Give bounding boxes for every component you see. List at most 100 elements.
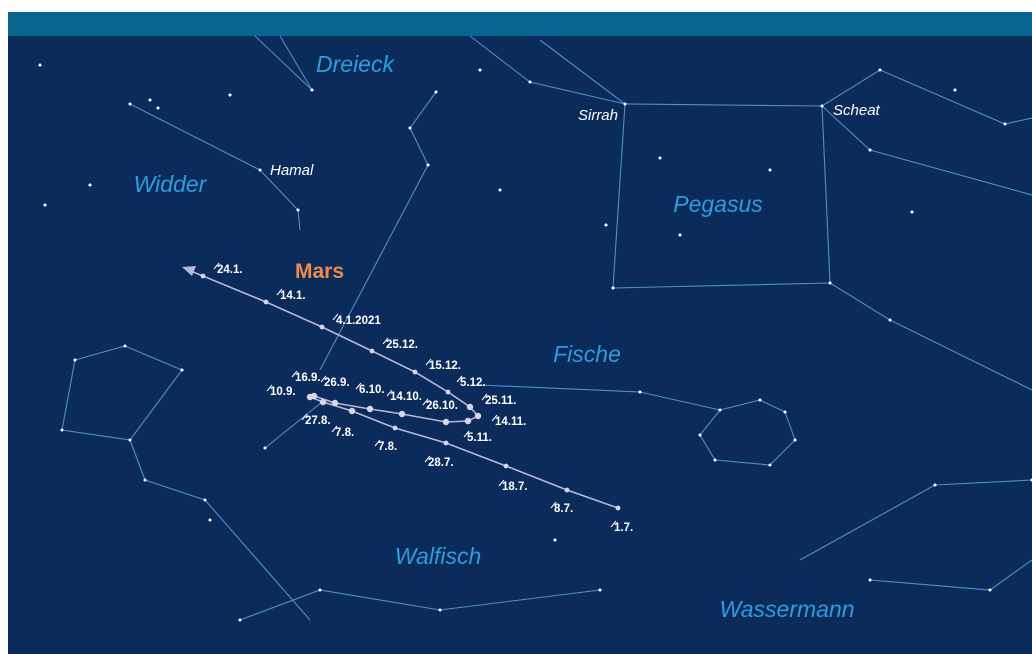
- star-dot: [438, 608, 442, 612]
- mars-position: [443, 440, 449, 446]
- planet-label: Mars: [295, 260, 344, 283]
- star-dot: [43, 203, 47, 207]
- star-dot: [718, 408, 722, 412]
- mars-track: 1.7. 8.7. 18.7. 28.7. 7.8. 7.8. 27.8. 10.9. 16.9…: [182, 262, 633, 534]
- label-tick: [320, 375, 327, 383]
- star-dot: [143, 478, 147, 482]
- label-tick: [213, 262, 220, 270]
- mars-position: [445, 389, 451, 395]
- label-tick: [301, 413, 308, 421]
- star-dot: [408, 126, 412, 130]
- constellation-label: Pegasus: [673, 191, 763, 217]
- star-dot: [868, 578, 872, 582]
- constellation-label: Wassermann: [719, 596, 854, 622]
- star-dot: [623, 102, 627, 106]
- star-dot: [498, 188, 502, 192]
- label-tick: [610, 520, 617, 528]
- constellation-label: Dreieck: [316, 51, 395, 77]
- star-dot: [38, 63, 42, 67]
- label-tick: [491, 414, 498, 422]
- star-dot: [820, 104, 824, 108]
- date-label: 14.11.: [495, 416, 526, 428]
- star-dot: [638, 390, 642, 394]
- star-dot: [768, 463, 772, 467]
- mars-position: [200, 273, 206, 279]
- star-dot: [296, 208, 300, 212]
- date-label: 28.7.: [428, 457, 454, 469]
- star-dots: [38, 63, 1032, 622]
- mars-position: [310, 392, 318, 400]
- mars-position: [392, 425, 398, 431]
- star-dot: [611, 286, 615, 290]
- date-label: 5.12.: [460, 377, 486, 389]
- star-dot: [128, 438, 132, 442]
- label-tick: [291, 370, 298, 378]
- mars-position: [319, 324, 325, 330]
- label-tick: [331, 425, 338, 433]
- star-dot: [148, 98, 152, 102]
- mars-position: [442, 418, 450, 426]
- sky: [8, 12, 1032, 654]
- star-dot: [783, 410, 787, 414]
- date-label: 7.8.: [335, 427, 354, 439]
- date-label: 7.8.: [378, 441, 397, 453]
- star-dot: [478, 68, 482, 72]
- date-label: 27.8.: [305, 415, 331, 427]
- star-dot: [180, 368, 184, 372]
- star-dot: [604, 223, 608, 227]
- date-label: 15.12.: [429, 360, 461, 372]
- date-label: 25.11.: [485, 395, 516, 407]
- date-label: 8.7.: [554, 503, 573, 515]
- star-dot: [828, 281, 832, 285]
- star-dot: [128, 102, 132, 106]
- star-dot: [60, 428, 64, 432]
- star-dot: [203, 498, 207, 502]
- constellation-label: Walfisch: [395, 543, 482, 569]
- mars-position: [564, 487, 570, 493]
- mars-position: [319, 398, 327, 406]
- top-bar: [8, 12, 1032, 36]
- date-label: 10.9.: [270, 386, 296, 398]
- star-label: Scheat: [833, 102, 881, 119]
- star-dot: [318, 588, 322, 592]
- star-dot: [953, 88, 957, 92]
- star-dot: [426, 163, 430, 167]
- date-label: 14.1.: [280, 290, 306, 302]
- label-tick: [424, 455, 431, 463]
- date-label: 1.7.: [614, 522, 633, 534]
- star-dot: [73, 358, 77, 362]
- label-tick: [382, 337, 389, 345]
- star-dot: [263, 446, 267, 450]
- label-tick: [498, 479, 505, 487]
- star-dot: [888, 318, 892, 322]
- date-label: 26.10.: [426, 400, 458, 412]
- star-dot: [258, 168, 262, 172]
- mars-position: [369, 348, 375, 354]
- mars-position: [366, 405, 374, 413]
- date-label: 26.9.: [324, 377, 350, 389]
- label-tick: [332, 313, 339, 321]
- mars-position: [412, 369, 418, 375]
- mars-position: [474, 412, 482, 420]
- date-label: 5.11.: [467, 432, 492, 444]
- star-dot: [528, 80, 532, 84]
- star-dot: [658, 156, 662, 160]
- label-tick: [355, 382, 362, 390]
- label-tick: [276, 288, 283, 296]
- star-dot: [310, 88, 314, 92]
- label-tick: [425, 358, 432, 366]
- label-tick: [266, 384, 273, 392]
- mars-position: [464, 417, 472, 425]
- date-label: 16.9.: [295, 372, 321, 384]
- star-dot: [156, 106, 160, 110]
- label-tick: [422, 398, 429, 406]
- star-dot: [698, 433, 702, 437]
- date-label: 4.1.2021: [336, 315, 381, 327]
- label-tick: [374, 439, 381, 447]
- mars-position: [466, 403, 474, 411]
- star-dot: [910, 210, 914, 214]
- star-label: Sirrah: [578, 107, 618, 124]
- mars-position: [263, 299, 269, 305]
- star-dot: [868, 148, 872, 152]
